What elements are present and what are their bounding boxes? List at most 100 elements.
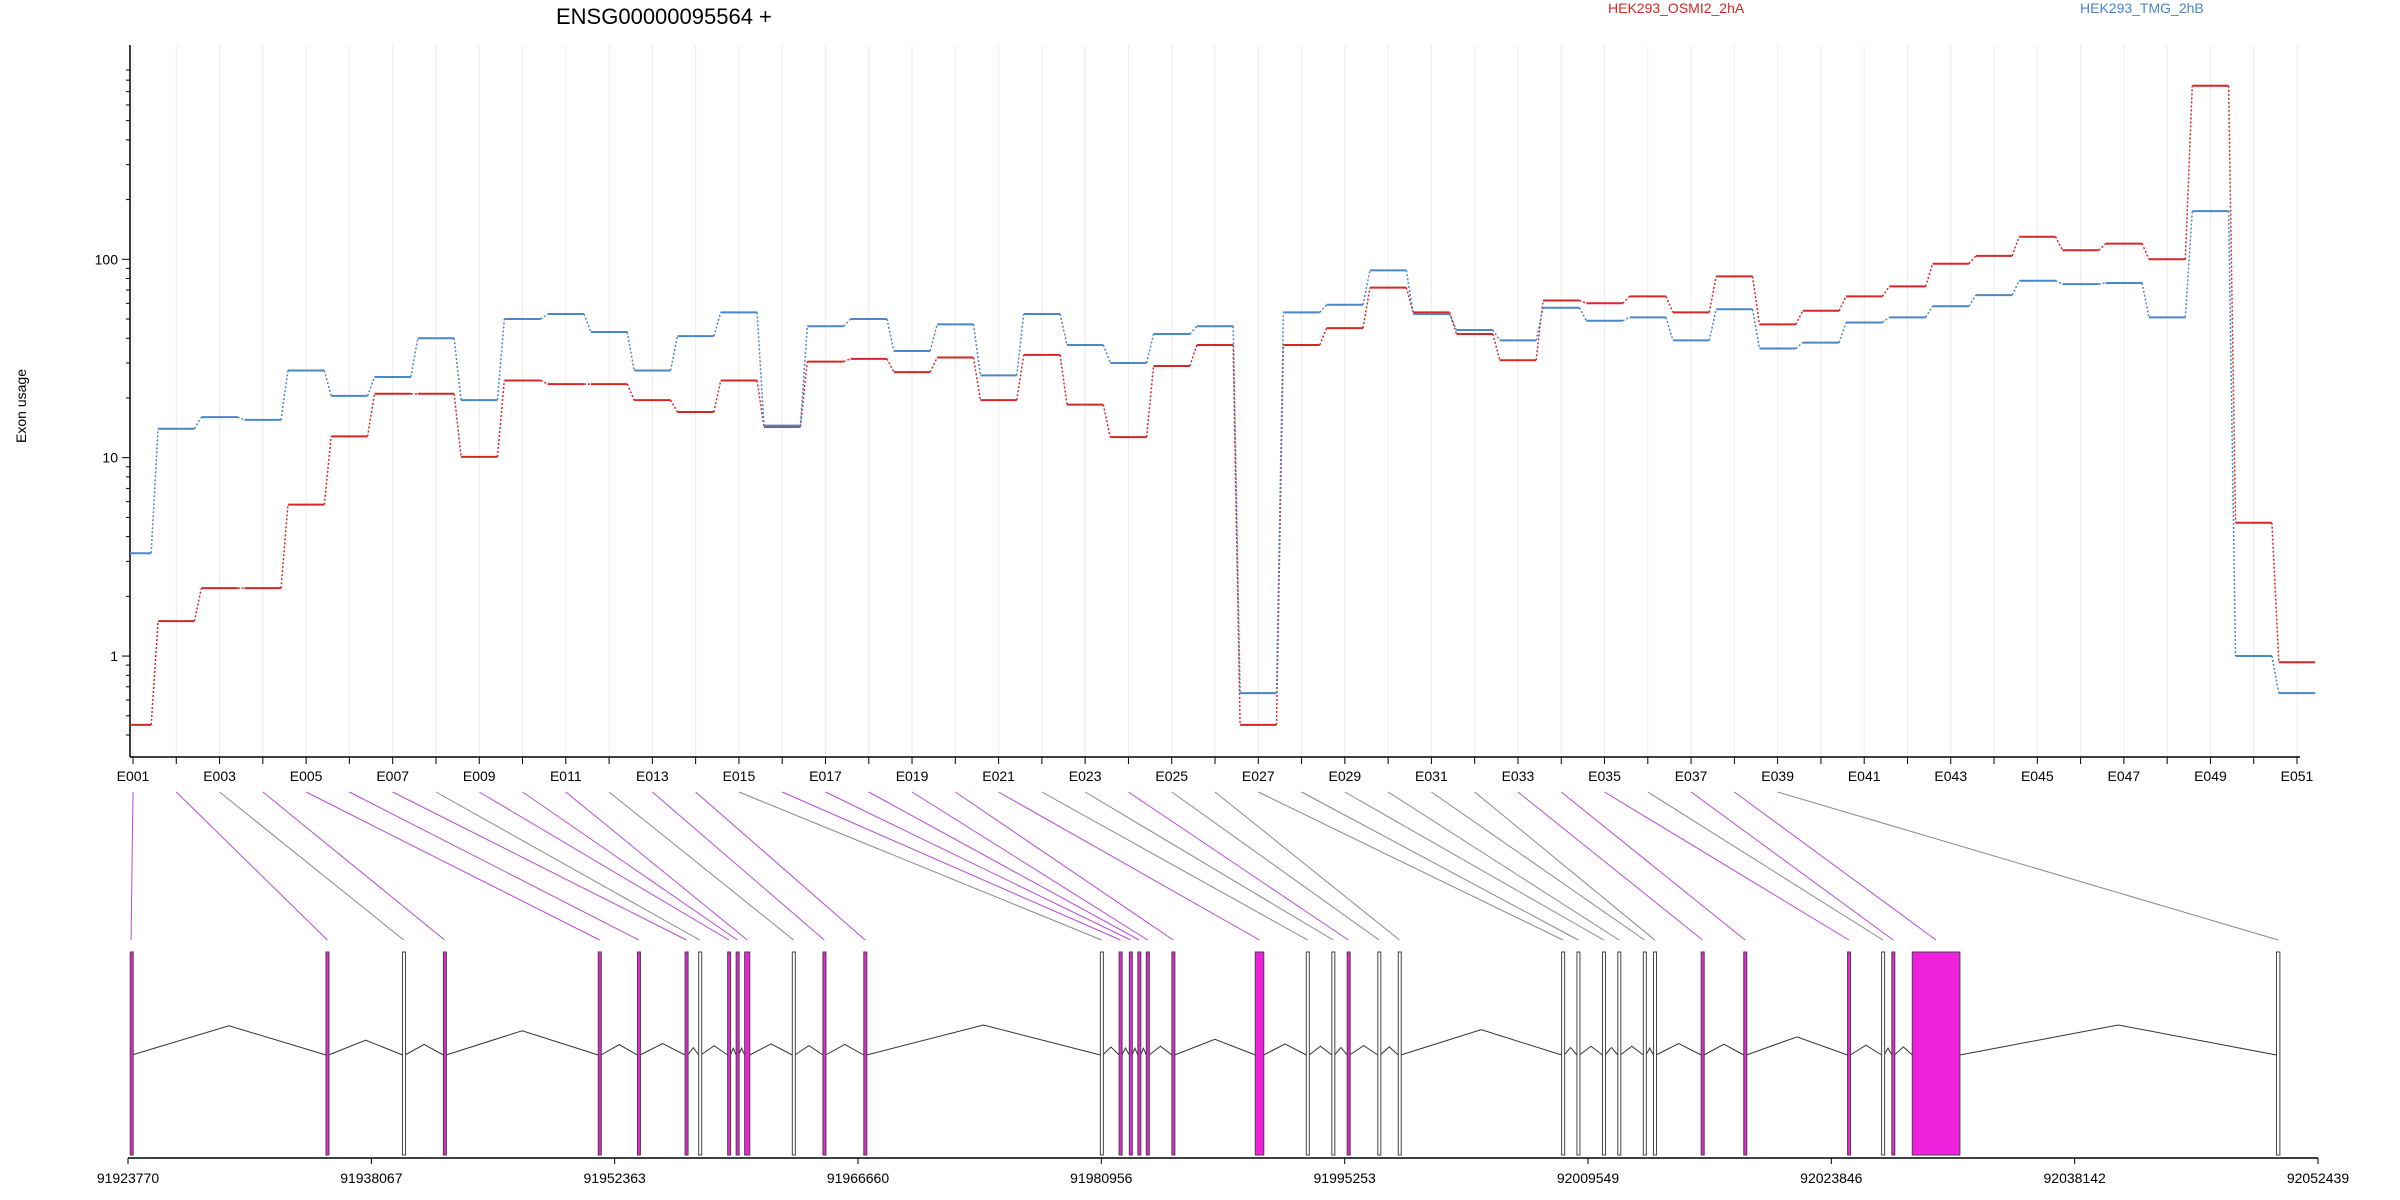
- exon-connector: [1344, 791, 1605, 941]
- series-join: [843, 358, 851, 363]
- series-join: [1924, 263, 1934, 287]
- exon-connector: [130, 791, 134, 941]
- exon-connector: [349, 791, 640, 941]
- series-1: [130, 84, 2316, 726]
- series-join: [1795, 342, 1804, 350]
- series-join: [1275, 312, 1285, 694]
- exon-box: [744, 951, 751, 1156]
- series-join: [453, 338, 462, 401]
- series-join: [2054, 236, 2064, 251]
- exon-connector: [1517, 791, 1703, 941]
- series-join: [2011, 280, 2020, 296]
- series-join: [756, 312, 765, 426]
- exon-box: [2275, 951, 2281, 1156]
- intron: [794, 1045, 824, 1056]
- intron: [866, 1024, 1101, 1056]
- exon-box: [1881, 951, 1886, 1156]
- x-tick-label: E015: [723, 768, 756, 784]
- series-join: [1751, 276, 1761, 325]
- exon-box: [1171, 951, 1176, 1156]
- exon-connector: [1387, 791, 1620, 941]
- series-join: [2271, 655, 2280, 694]
- intron: [1620, 1045, 1644, 1056]
- series-join: [1492, 333, 1501, 361]
- intron: [1131, 1047, 1139, 1056]
- intron: [1645, 1047, 1654, 1056]
- intron: [1400, 1029, 1562, 1056]
- intron: [1140, 1047, 1147, 1056]
- series-join: [2141, 282, 2150, 318]
- series-join: [929, 357, 938, 373]
- series-join: [626, 331, 635, 371]
- x-tick-label: E003: [203, 768, 236, 784]
- exon-box: [1254, 951, 1265, 1156]
- intron: [687, 1046, 700, 1056]
- series-join: [583, 313, 592, 333]
- series-join: [2227, 85, 2237, 523]
- exon-box: [129, 951, 134, 1156]
- exon-connector: [868, 791, 1140, 941]
- series-join: [1665, 296, 1674, 313]
- exon-connector: [695, 791, 866, 941]
- series-join: [1708, 276, 1717, 313]
- series-join: [1362, 287, 1371, 329]
- series-join: [843, 318, 852, 327]
- intron: [1102, 1046, 1120, 1056]
- series-join: [1838, 322, 1847, 343]
- series-join: [2271, 522, 2280, 663]
- intron: [131, 1025, 327, 1056]
- series-join: [886, 358, 895, 373]
- exon-connector: [305, 791, 600, 941]
- series-join: [1881, 316, 1890, 324]
- genomic-tick-label: 92038142: [2044, 1170, 2107, 1186]
- series-join: [496, 318, 506, 401]
- x-tick-label: E005: [290, 768, 323, 784]
- series-join: [1579, 299, 1587, 305]
- series-2: [130, 210, 2316, 695]
- x-tick-label: E043: [1934, 768, 1967, 784]
- series-join: [799, 326, 809, 426]
- y-axis-label: Exon usage: [13, 369, 29, 443]
- exon-connector: [998, 791, 1260, 941]
- exon-connector: [781, 791, 1121, 941]
- x-tick-label: E023: [1069, 768, 1102, 784]
- series-join: [972, 324, 982, 376]
- series-join: [237, 416, 245, 421]
- x-tick-label: E051: [2281, 768, 2314, 784]
- series-join: [540, 379, 548, 385]
- intron: [1883, 1047, 1893, 1056]
- exon-connector: [1301, 791, 1579, 941]
- exon-box: [727, 951, 732, 1156]
- series-join: [1535, 307, 1544, 341]
- gene-model: [129, 951, 2281, 1156]
- exon-connector: [1041, 791, 1308, 941]
- intron: [1380, 1046, 1399, 1056]
- series-join: [1665, 317, 1674, 341]
- series-join: [1362, 270, 1371, 305]
- exon-connector: [1734, 791, 1937, 941]
- series-join: [540, 313, 549, 320]
- exon-connector: [652, 791, 825, 941]
- intron: [1894, 1046, 1913, 1056]
- exon-connector: [1214, 791, 1400, 941]
- exon-connector: [1171, 791, 1380, 941]
- exon-box: [1145, 951, 1150, 1156]
- exon-box: [735, 951, 740, 1156]
- intron: [1334, 1046, 1348, 1056]
- exon-box: [1118, 951, 1123, 1156]
- series-join: [1189, 344, 1198, 367]
- series-join: [1751, 309, 1761, 349]
- exon-box: [822, 951, 827, 1156]
- series-join: [366, 376, 376, 397]
- exon-connector: [478, 791, 730, 941]
- exon-box: [1397, 951, 1402, 1156]
- x-tick-label: E019: [896, 768, 929, 784]
- series-join: [756, 380, 765, 427]
- exon-connector: [1647, 791, 1884, 941]
- y-tick-label: 100: [95, 251, 119, 267]
- exon-box: [1617, 951, 1622, 1156]
- series-join: [713, 380, 722, 413]
- series-join: [323, 436, 332, 505]
- exon-connector: [1128, 791, 1349, 941]
- series-join: [1232, 326, 1241, 694]
